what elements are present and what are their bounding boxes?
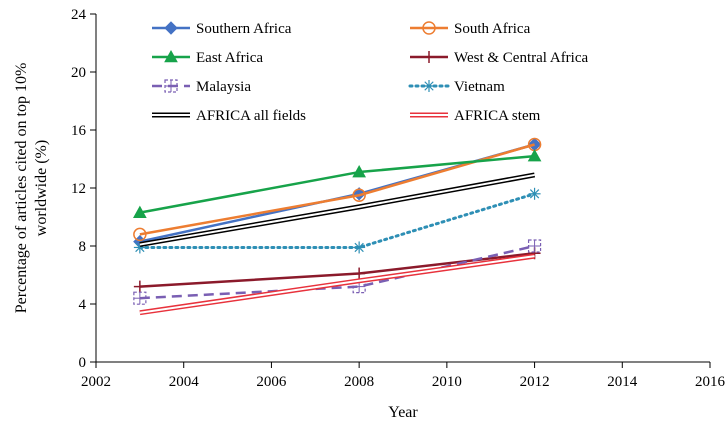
asterisk-marker-arm	[354, 242, 364, 253]
series-line	[139, 143, 535, 236]
legend-item: South Africa	[410, 21, 531, 37]
y-tick-label: 8	[79, 239, 87, 255]
legend-item: East Africa	[152, 49, 263, 66]
y-tick-label: 4	[79, 297, 87, 313]
series-0	[133, 137, 542, 249]
y-axis-title-line2: worldwide (%)	[33, 140, 50, 236]
legend-item: AFRICA stem	[410, 108, 541, 124]
line-inner	[139, 173, 535, 246]
data-point	[133, 227, 147, 242]
series-2	[133, 149, 542, 218]
axes: 0 4 8 12 16 20 24 2002 2004 2006 2008 2010 2012 2014 2…	[71, 7, 726, 390]
x-tick-label: 2010	[432, 374, 462, 390]
series-4	[133, 239, 542, 305]
legend-label: East Africa	[196, 50, 263, 66]
data-point	[527, 239, 542, 253]
line-inner	[139, 255, 535, 314]
diamond-marker	[164, 21, 178, 35]
y-tick-label: 12	[71, 181, 86, 197]
legend-item: AFRICA all fields	[152, 108, 306, 124]
legend-marker	[164, 49, 178, 63]
x-tick-label: 2012	[520, 374, 550, 390]
series-line	[139, 172, 536, 248]
series-6	[139, 172, 536, 248]
line-stroke	[139, 143, 535, 243]
legend-label: AFRICA all fields	[196, 108, 306, 124]
x-tick-label: 2016	[695, 374, 726, 390]
asterisk-marker-arm	[424, 81, 434, 91]
x-tick-label: 2004	[169, 374, 200, 390]
x-tick-label: 2002	[81, 374, 111, 390]
y-axis-title-line1: Percentage of articles cited on top 10%	[13, 63, 30, 314]
data-point	[353, 267, 366, 280]
series-line	[139, 143, 535, 243]
y-tick-label: 0	[79, 355, 87, 371]
data-point	[352, 188, 366, 202]
legend-marker	[423, 80, 435, 92]
y-tick-label: 20	[71, 65, 86, 81]
legend-label: South Africa	[454, 21, 531, 37]
line-stroke	[139, 143, 535, 236]
data-point	[527, 149, 542, 162]
series-line	[139, 253, 535, 316]
x-axis-title: Year	[388, 404, 418, 421]
data-point	[352, 165, 366, 178]
data-point	[133, 205, 147, 218]
data-point	[353, 241, 366, 254]
legend-item: Vietnam	[408, 79, 505, 95]
y-tick-label: 24	[71, 7, 87, 23]
x-tick-label: 2008	[344, 374, 374, 390]
triangle-marker	[133, 205, 147, 218]
legend-marker	[422, 21, 436, 35]
legend-marker	[164, 79, 178, 93]
series-7	[139, 253, 535, 316]
series-1	[133, 137, 542, 242]
series-5	[133, 187, 541, 254]
line-stroke	[139, 244, 535, 300]
series-line	[139, 244, 535, 300]
data-point	[133, 291, 147, 305]
triangle-marker	[352, 165, 366, 178]
x-tick-label: 2006	[256, 374, 287, 390]
legend-label: Vietnam	[454, 79, 505, 95]
asterisk-marker-arm	[529, 189, 540, 199]
circle-marker	[352, 188, 366, 202]
data-point	[133, 280, 146, 293]
legend-item: Southern Africa	[152, 21, 292, 37]
x-tick-label: 2014	[607, 374, 638, 390]
triangle-marker	[164, 49, 178, 63]
legend-label: Southern Africa	[196, 21, 292, 37]
series-layer	[133, 137, 542, 316]
legend-marker	[423, 51, 435, 63]
circle-marker	[133, 227, 147, 242]
legend-item: West & Central Africa	[410, 50, 589, 66]
legend-item: Malaysia	[152, 79, 251, 95]
legend-label: West & Central Africa	[454, 50, 589, 66]
y-tick-label: 16	[71, 123, 87, 139]
legend-marker	[164, 21, 178, 35]
legend-label: AFRICA stem	[454, 108, 541, 124]
legend-label: Malaysia	[196, 79, 251, 95]
data-point	[528, 187, 541, 200]
circle-marker	[422, 21, 436, 35]
triangle-marker	[527, 149, 542, 162]
legend: Southern Africa South Africa East Africa We…	[152, 21, 589, 124]
